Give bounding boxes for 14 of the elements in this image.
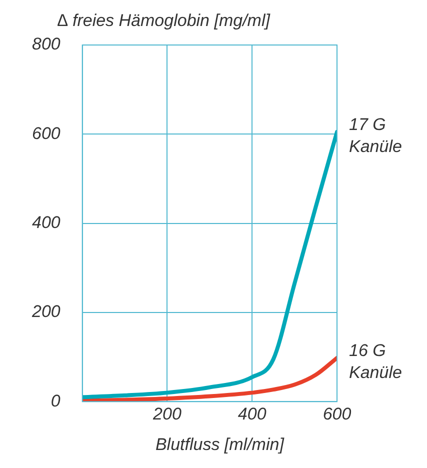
- x-tick-label: 200: [152, 404, 182, 424]
- x-tick-label: 600: [322, 404, 352, 424]
- y-axis-title: ∆ freies Hämoglobin [mg/ml]: [57, 11, 272, 30]
- x-tick-label: 400: [238, 404, 267, 424]
- series-label: 16 G Kanüle: [349, 340, 402, 382]
- x-axis-title: Blutfluss [ml/min]: [155, 435, 286, 454]
- y-tick-label: 800: [32, 34, 61, 54]
- y-tick-label: 600: [32, 124, 61, 143]
- line-series: [82, 356, 337, 402]
- series-label: 17 G Kanüle: [349, 114, 402, 156]
- y-tick-label: 200: [30, 302, 61, 322]
- y-tick-label: 0: [50, 391, 61, 410]
- y-tick-label: 400: [32, 213, 61, 232]
- line-series: [82, 130, 337, 400]
